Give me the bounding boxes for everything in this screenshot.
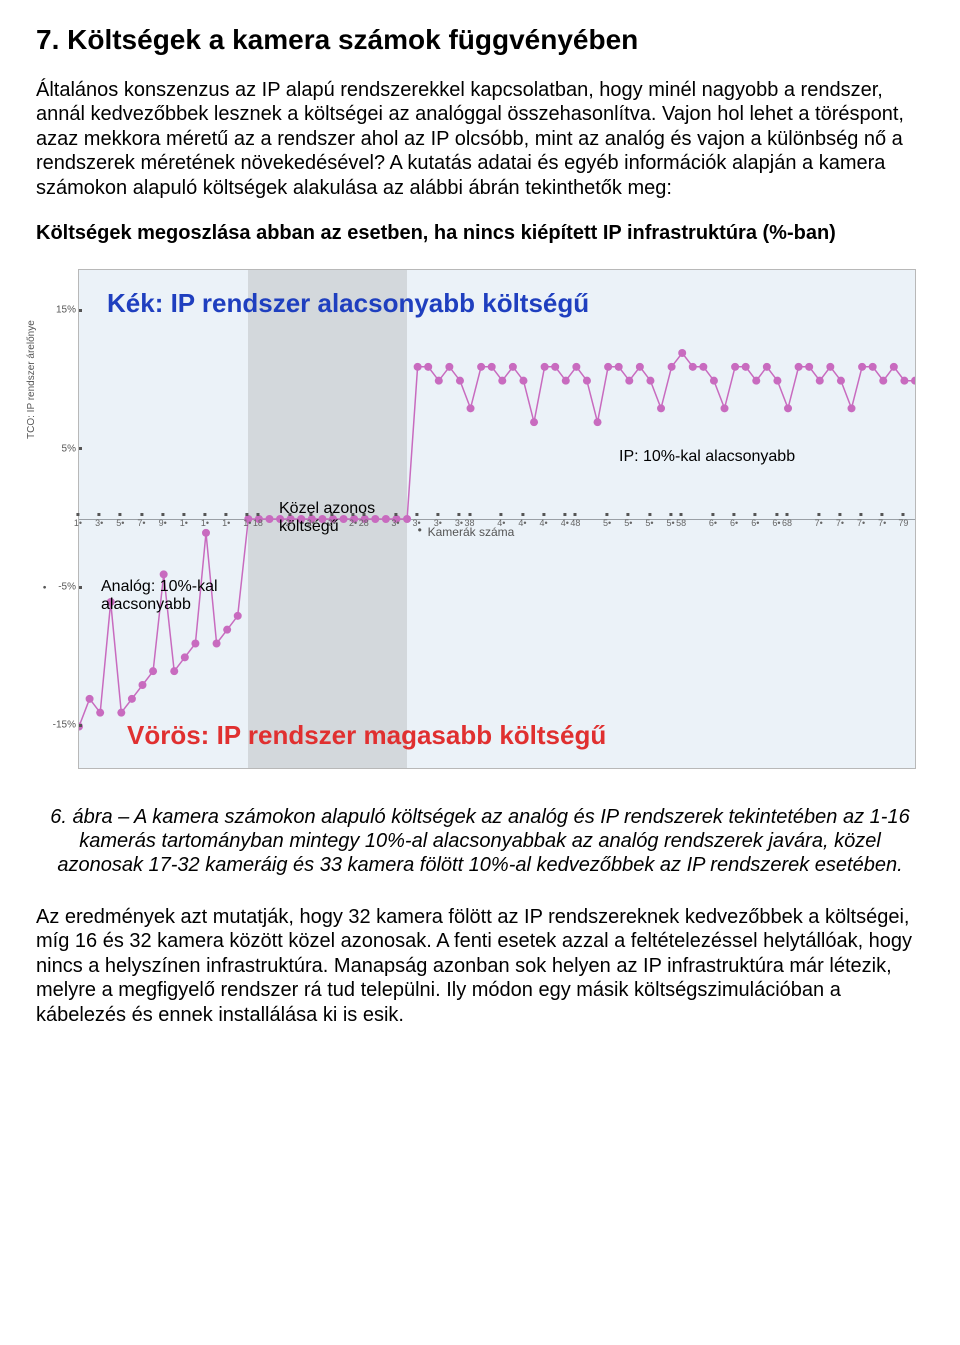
x-tick: 5• [603, 518, 611, 815]
x-tick: 38 [465, 518, 475, 815]
x-tick: 5• [116, 518, 124, 815]
y-tick: 5% [50, 443, 76, 454]
x-tick: 68 [782, 518, 792, 815]
x-tick: 7• [137, 518, 145, 815]
chart-annot-ip: IP: 10%-kal alacsonyabb [619, 448, 795, 466]
x-tick: 1• [74, 518, 82, 815]
figure-caption: 6. ábra – A kamera számokon alapuló költ… [48, 805, 912, 877]
x-tick: 5• [667, 518, 675, 815]
x-tick: 3• [95, 518, 103, 815]
x-tick: 3• [434, 518, 442, 815]
x-tick: 18 [253, 518, 263, 815]
chart-title-blue: Kék: IP rendszer alacsonyabb költségű [107, 288, 589, 319]
results-paragraph: Az eredmények azt mutatják, hogy 32 kame… [36, 905, 924, 1027]
x-tick: 1• [222, 518, 230, 815]
x-tick: 4• [497, 518, 505, 815]
x-tick: 5• [645, 518, 653, 815]
x-tick: 2• [328, 518, 336, 815]
chart-subtitle: Költségek megoszlása abban az esetben, h… [36, 222, 924, 245]
x-tick: 7• [836, 518, 844, 815]
x-tick: 7• [857, 518, 865, 815]
x-tick: 7• [878, 518, 886, 815]
x-tick: 1• [243, 518, 251, 815]
x-tick: 1• [201, 518, 209, 815]
x-tick: 5• [624, 518, 632, 815]
x-tick: 3• [391, 518, 399, 815]
x-tick: 3• [455, 518, 463, 815]
x-tick: 2• [286, 518, 294, 815]
x-tick: 6• [772, 518, 780, 815]
x-tick: 6• [730, 518, 738, 815]
x-tick: 48 [570, 518, 580, 815]
x-tick: 3• [413, 518, 421, 815]
x-tick: 2• [307, 518, 315, 815]
x-tick: 4• [540, 518, 548, 815]
page: 7. Költségek a kamera számok függvényébe… [0, 0, 960, 1089]
x-tick: 6• [751, 518, 759, 815]
x-tick: 1• [180, 518, 188, 815]
y-tick: -15% [50, 720, 76, 731]
chart-container: • TCO: IP rendszer árelőnye Kék: IP rend… [40, 259, 920, 799]
chart-frame: • TCO: IP rendszer árelőnye Kék: IP rend… [40, 259, 920, 799]
section-heading: 7. Költségek a kamera számok függvényébe… [36, 24, 924, 56]
x-tick: 7• [815, 518, 823, 815]
chart-annot-equal-l1: Közel azonos [279, 500, 375, 518]
x-tick: 28 [359, 518, 369, 815]
chart-annot-analog-l2: alacsonyabb [101, 596, 191, 614]
y-tick: 15% [50, 305, 76, 316]
y-tick: -5% [50, 582, 76, 593]
x-tick: 4• [518, 518, 526, 815]
intro-paragraph: Általános konszenzus az IP alapú rendsze… [36, 78, 924, 200]
y-axis-title: TCO: IP rendszer árelőnye [26, 320, 37, 439]
x-tick: 58 [676, 518, 686, 815]
x-tick: 2• [349, 518, 357, 815]
x-tick: 6• [709, 518, 717, 815]
x-tick: 9• [159, 518, 167, 815]
x-tick: 79 [898, 518, 908, 815]
x-tick: 4• [561, 518, 569, 815]
